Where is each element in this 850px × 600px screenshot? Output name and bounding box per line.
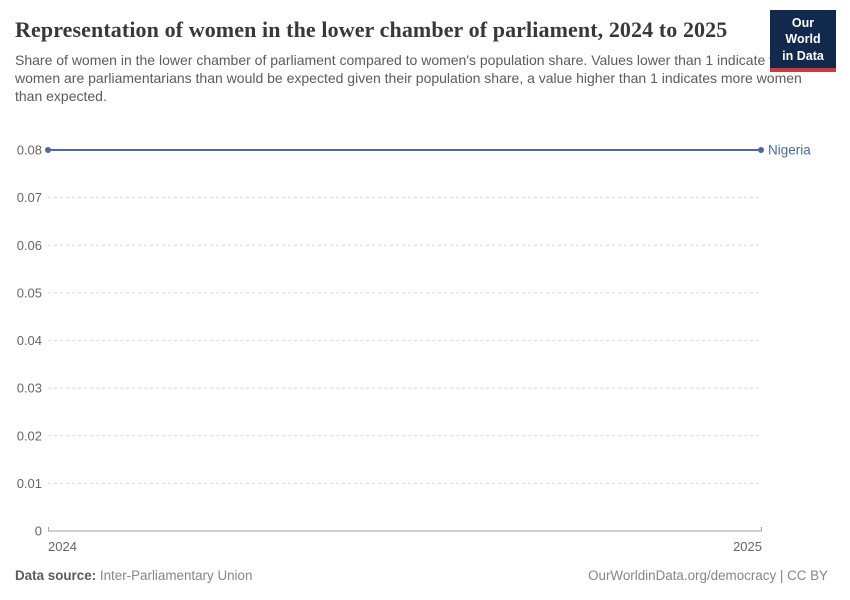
y-tick-label: 0.03 (17, 381, 42, 396)
owid-logo-line2: in Data (782, 48, 824, 63)
series-end-point (758, 147, 764, 153)
gridlines (48, 197, 762, 484)
y-tick-label: 0 (35, 524, 42, 539)
x-axis (48, 527, 762, 532)
owid-logo[interactable]: Our World in Data (770, 10, 836, 72)
series-entity-label: Nigeria (768, 143, 811, 158)
y-axis-labels: 0.08 0.07 0.06 0.05 0.04 0.03 0.02 0.01 … (17, 143, 42, 539)
series-start-point (45, 147, 51, 153)
y-tick-label: 0.02 (17, 428, 42, 443)
chart-subtitle: Share of women in the lower chamber of p… (15, 52, 804, 104)
y-tick-label: 0.06 (17, 238, 42, 253)
x-tick-label-2025: 2025 (733, 539, 762, 554)
line-chart: 0.08 0.07 0.06 0.05 0.04 0.03 0.02 0.01 … (17, 143, 812, 555)
data-source-value[interactable]: Inter-Parliamentary Union (99, 568, 253, 583)
y-tick-label: 0.05 (17, 285, 42, 300)
chart-header: Representation of women in the lower cha… (15, 14, 835, 106)
data-source-label: Data source: (15, 568, 97, 583)
page-title: Representation of women in the lower cha… (15, 17, 728, 42)
x-axis-labels: 2024 2025 (48, 539, 762, 554)
y-tick-label: 0.04 (17, 333, 42, 348)
y-tick-label: 0.07 (17, 190, 42, 205)
chart-footer: Data source: Inter-Parliamentary Union O… (15, 568, 828, 583)
data-source: Data source: Inter-Parliamentary Union (15, 568, 252, 583)
y-tick-label: 0.01 (17, 476, 42, 491)
series-nigeria[interactable]: Nigeria (45, 143, 811, 158)
x-tick-label-2024: 2024 (48, 539, 77, 554)
y-tick-label: 0.08 (17, 143, 42, 158)
owid-logo-line1: Our World (785, 16, 821, 47)
credit-link[interactable]: OurWorldinData.org/democracy | CC BY (588, 568, 828, 583)
